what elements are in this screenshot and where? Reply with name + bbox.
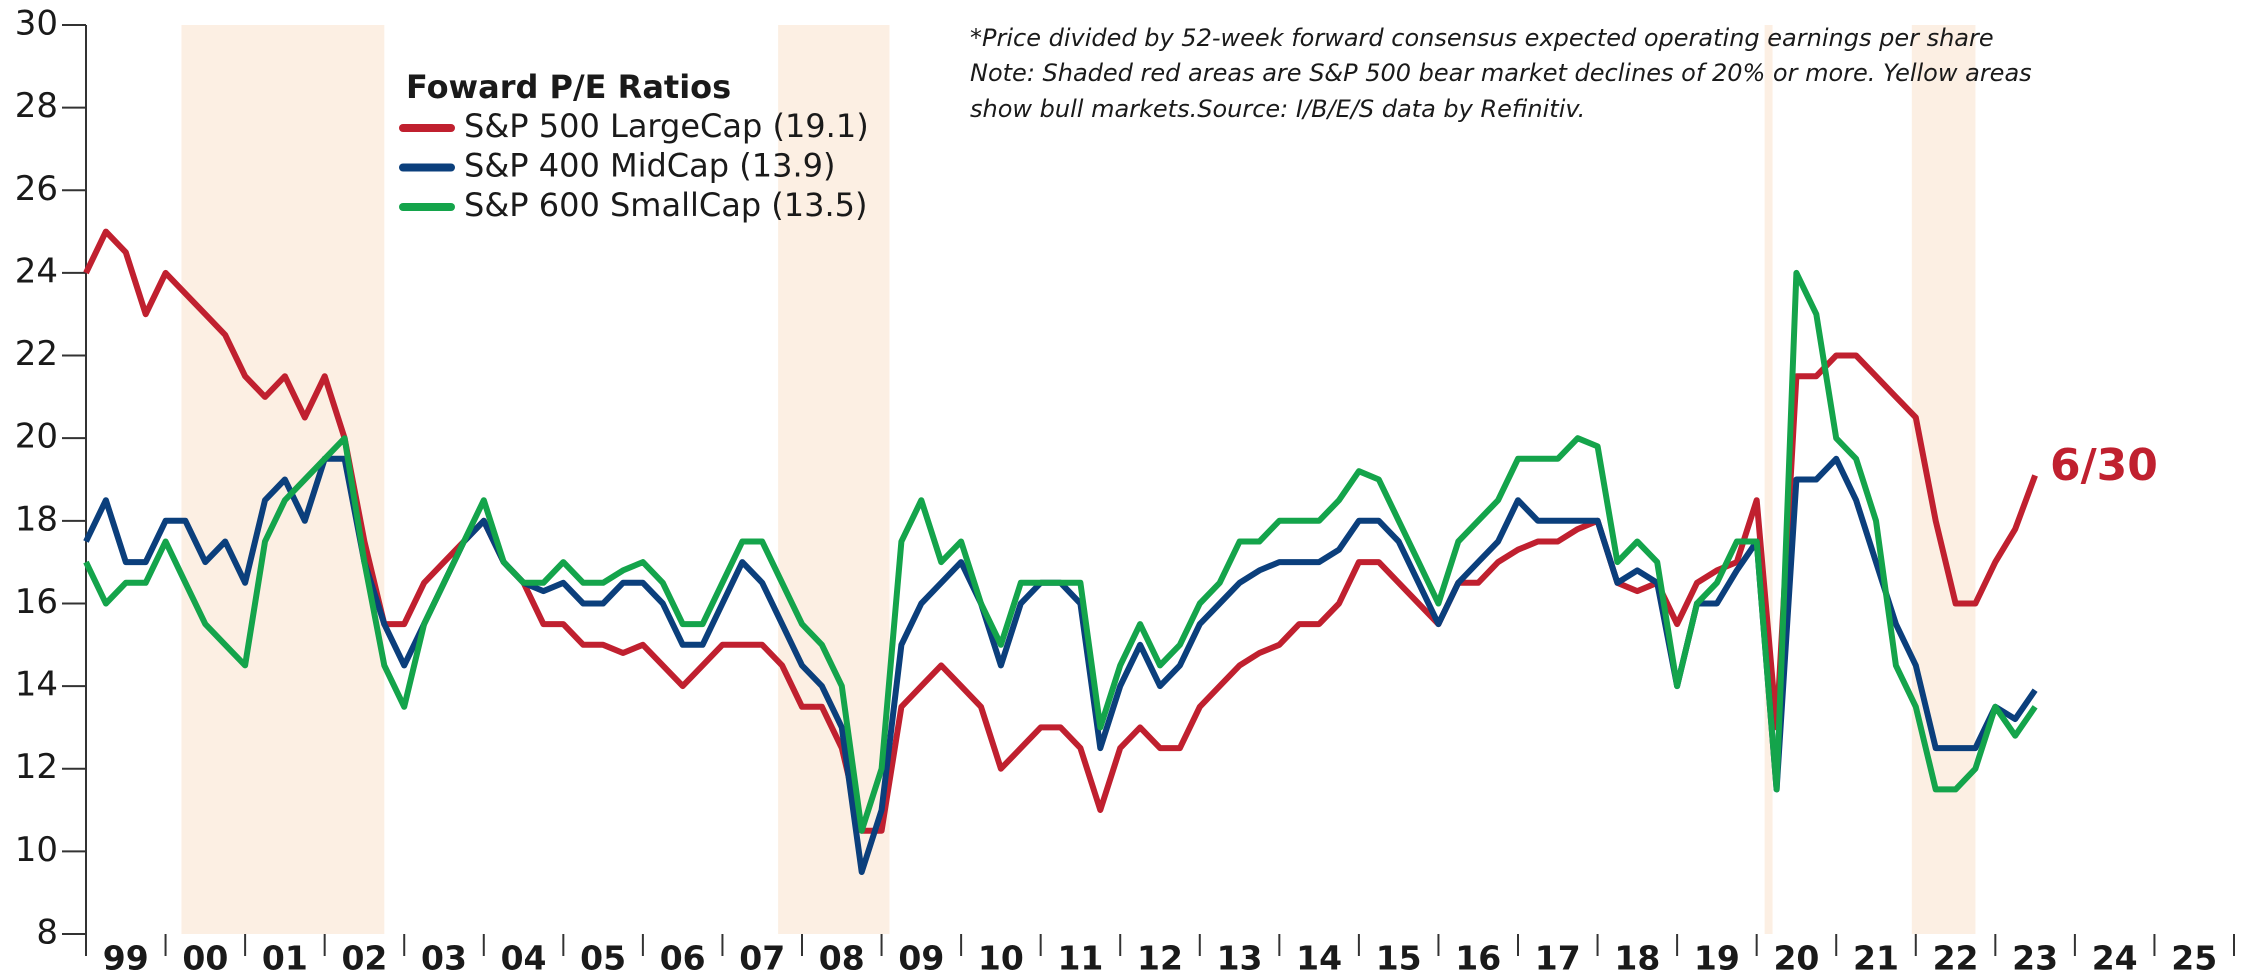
x-tick-label: 17 (1535, 939, 1581, 977)
x-tick-label: 12 (1137, 939, 1183, 977)
x-tick-label: 05 (580, 939, 626, 977)
note: *Price divided by 52-week forward consen… (970, 24, 1994, 52)
bear-market-shade (778, 25, 890, 934)
y-tick-label: 14 (15, 665, 58, 705)
x-tick-label: 11 (1057, 939, 1103, 977)
x-tick-label: 99 (103, 939, 149, 977)
y-tick-label: 30 (15, 4, 58, 44)
labels-layer: *Price divided by 52-week forward consen… (399, 24, 2158, 491)
x-tick-label: 25 (2171, 939, 2217, 977)
lines-layer (83, 228, 2038, 875)
x-tick-label: 14 (1296, 939, 1342, 977)
x-tick-label: 24 (2092, 939, 2138, 977)
y-tick-label: 12 (15, 747, 58, 787)
x-tick-label: 20 (1773, 939, 1819, 977)
note: show bull markets.Source: I/B/E/S data b… (970, 95, 1585, 123)
annotation: 6/30 (2050, 440, 2158, 491)
bear-market-shade (1911, 25, 1976, 934)
y-tick-label: 10 (15, 830, 58, 870)
x-tick-label: 10 (978, 939, 1024, 977)
x-tick-label: 00 (182, 939, 228, 977)
axes-layer: 8 10 12 14 16 18 20 22 24 26 28 30 99 00 01 02 03 04 05 06 0… (15, 4, 2235, 977)
x-tick-label: 03 (421, 939, 467, 977)
x-tick-label: 21 (1853, 939, 1899, 977)
y-tick-label: 22 (15, 334, 58, 374)
x-tick-label: 02 (341, 939, 387, 977)
x-tick-label: 19 (1694, 939, 1740, 977)
x-tick-label: 23 (2012, 939, 2058, 977)
y-tick-label: 24 (15, 251, 58, 291)
x-tick-label: 16 (1455, 939, 1501, 977)
y-tick-label: 26 (15, 169, 58, 209)
y-tick-label: 18 (15, 499, 58, 539)
series-line (83, 269, 2038, 834)
shaded-layer (181, 25, 1976, 934)
x-tick-label: 07 (739, 939, 785, 977)
x-tick-label: 01 (262, 939, 308, 977)
x-tick-label: 18 (1614, 939, 1660, 977)
y-tick-label: 16 (15, 582, 58, 622)
x-tick-label: 22 (1933, 939, 1979, 977)
legend-title: Foward P/E Ratios (406, 68, 731, 106)
note: Note: Shaded red areas are S&P 500 bear … (970, 59, 2032, 87)
legend-label: S&P 400 MidCap (13.9) (464, 147, 835, 185)
x-tick-label: 04 (501, 939, 547, 977)
x-tick-label: 08 (819, 939, 865, 977)
series-line (83, 228, 2038, 834)
x-tick-label: 13 (1217, 939, 1263, 977)
legend-label: S&P 500 LargeCap (19.1) (464, 107, 869, 145)
x-tick-label: 06 (660, 939, 706, 977)
x-tick-label: 15 (1376, 939, 1422, 977)
bear-market-shade (1764, 25, 1773, 934)
x-tick-label: 09 (898, 939, 944, 977)
y-tick-label: 20 (15, 417, 58, 457)
y-tick-label: 8 (36, 913, 58, 953)
legend-label: S&P 600 SmallCap (13.5) (464, 186, 868, 224)
y-tick-label: 28 (15, 86, 58, 126)
